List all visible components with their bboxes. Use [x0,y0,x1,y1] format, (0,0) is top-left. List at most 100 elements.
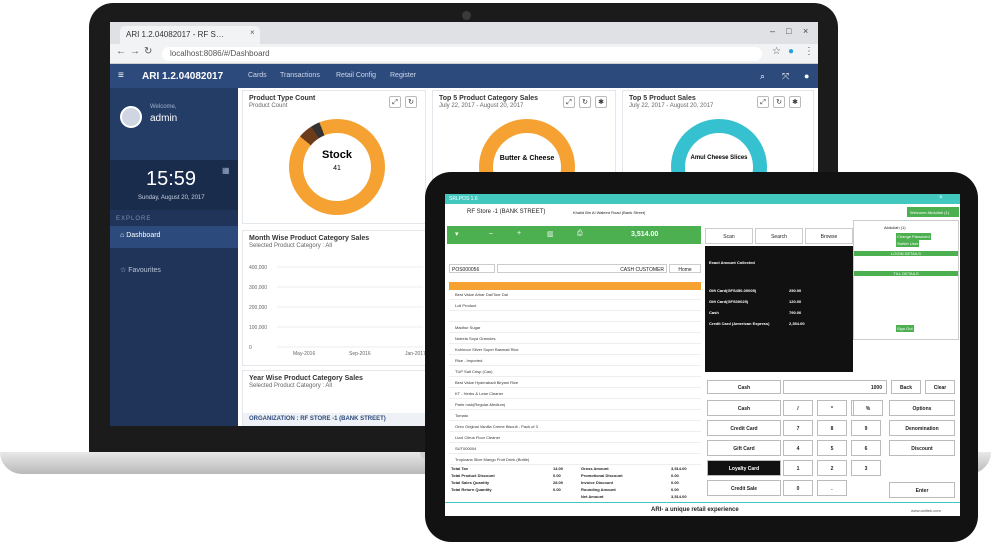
customer-field[interactable]: CASH CUSTOMER [497,264,667,273]
back-icon[interactable]: ← [116,46,126,57]
keypad-key[interactable]: 2 [817,460,847,476]
item-name: Loli Product [455,303,477,308]
keypad-key[interactable]: 7 [783,420,813,436]
table-row[interactable]: Oreo Original Vanilla Creme Biscuit - Pa… [449,422,701,432]
table-row[interactable]: Lizol Citrus Floor Cleaner [449,433,701,443]
table-row[interactable]: Best Value Arhar Dal/Toor Dal [449,290,701,300]
table-row[interactable]: SUT000004 [449,444,701,454]
refresh-icon[interactable]: ↻ [773,96,785,108]
calendar-icon[interactable]: ▦ [222,166,230,175]
keypad-key[interactable]: / [783,400,813,416]
delete-icon[interactable]: ▥ [547,231,554,238]
operation-button[interactable]: Options [889,400,955,416]
payment-method-button[interactable]: Credit Sale [707,480,781,496]
table-row[interactable]: KT - Herbs & Lean Cleaner [449,389,701,399]
browser-tab[interactable]: ARI 1.2.04082017 - RF S… [120,26,260,44]
gear-icon[interactable]: ✱ [595,96,607,108]
plus-icon[interactable]: + [517,230,522,237]
window-close-icon[interactable]: × [803,26,809,36]
table-row[interactable]: Tomato [449,411,701,421]
invoice-number[interactable]: POS000056 [449,264,495,273]
operation-button[interactable]: % [853,400,883,416]
sidebar-item-favourites[interactable]: ☆ Favourites [110,260,238,282]
keypad-key[interactable]: 6 [851,440,881,456]
extension-icon[interactable]: ● [788,46,795,57]
operation-button[interactable]: Discount [889,440,955,456]
table-row[interactable]: Tropicana Slice Mango Fruit Drink (Bottl… [449,455,701,465]
table-row[interactable]: TUP Salt Crisp (Can) [449,367,701,377]
nav-cards[interactable]: Cards [248,72,267,79]
enter-button[interactable]: Enter [889,482,955,498]
minus-icon[interactable]: – [489,230,493,237]
totals-label: Total Product Discount [451,473,495,478]
clear-button[interactable]: Clear [925,380,955,394]
change-password-button[interactable]: Change Password [896,233,931,240]
payment-method-button[interactable]: Cash [707,400,781,416]
payment-method-button[interactable]: Gift Card [707,440,781,456]
keypad-key[interactable]: 5 [817,440,847,456]
reload-icon[interactable]: ↻ [144,46,153,57]
browse-button[interactable]: Browse [805,228,853,244]
keypad-key[interactable]: 0 [783,480,813,496]
window-close-icon[interactable]: × [939,195,943,201]
expand-icon[interactable]: ⤢ [563,96,575,108]
home-button[interactable]: Home [669,264,701,273]
donut-label: Butter & Cheese [499,155,555,162]
selected-item-row[interactable] [449,282,701,290]
maximize-icon[interactable]: □ [786,26,792,36]
close-icon[interactable]: × [250,28,255,37]
amount-input[interactable]: 1000 [783,380,887,394]
payment-method-button[interactable]: Credit Card [707,420,781,436]
menu-icon[interactable]: ⋮ [804,46,814,57]
dropdown-icon[interactable]: ▾ [455,231,459,238]
nav-register[interactable]: Register [390,72,417,79]
nav-retail-config[interactable]: Retail Config [336,72,377,79]
welcome-badge[interactable]: Welcome Abdullah (1) [907,207,959,217]
operation-button[interactable]: Denomination [889,420,955,436]
keypad-key[interactable]: 8 [817,420,847,436]
expand-icon[interactable]: ⤧ [782,71,790,81]
gear-icon[interactable]: ✱ [789,96,801,108]
expand-icon[interactable]: ⤢ [389,96,401,108]
refresh-icon[interactable]: ↻ [405,96,417,108]
action-bar [447,226,701,244]
keypad-key[interactable]: * [817,400,847,416]
table-row[interactable]: Best Value Hyderabadi Biryani Rice [449,378,701,388]
star-icon[interactable]: ☆ [772,46,781,57]
forward-icon[interactable]: → [130,46,140,57]
table-row[interactable] [449,312,701,322]
keypad-key[interactable]: 4 [783,440,813,456]
keypad-key[interactable]: 9 [851,420,881,436]
payment-row: Gift Card(GFS450-00005) 250.00 [709,288,819,293]
back-button[interactable]: Back [891,380,921,394]
table-row[interactable]: Loli Product [449,301,701,311]
x-tick-label: May-2016 [293,351,315,357]
payment-method-button[interactable]: Loyalty Card [707,460,781,476]
switch-user-button[interactable]: Switch User [896,240,920,247]
hamburger-icon[interactable]: ≡ [118,70,124,81]
nav-transactions[interactable]: Transactions [280,72,320,79]
user-icon[interactable]: ● [804,71,810,81]
keypad-key[interactable]: . [817,480,847,496]
table-row[interactable]: Madhur Sugar [449,323,701,333]
sidebar-item-dashboard[interactable]: ⌂ Dashboard [110,226,238,248]
sign-out-button[interactable]: Sign Out [896,325,914,332]
expand-icon[interactable]: ⤢ [757,96,769,108]
table-row[interactable]: Parle rusk(Regular-Medium) [449,400,701,410]
scan-button[interactable]: Scan [705,228,753,244]
table-row[interactable]: Rice - Imported [449,356,701,366]
totals-value: 14.00 [553,466,564,471]
minimize-icon[interactable]: – [770,26,776,36]
print-icon[interactable]: ⎙ [577,230,583,237]
cash-label-button[interactable]: Cash [707,380,781,394]
refresh-icon[interactable]: ↻ [579,96,591,108]
search-icon[interactable]: ⌕ [760,71,766,81]
url-input[interactable]: localhost:8086/#/Dashboard [162,47,762,61]
table-row[interactable]: Nutrela Soya Granules [449,334,701,344]
keypad-key[interactable]: 3 [851,460,881,476]
store-address: Khalid Bin Al Waleed Road (Bank Street) [573,210,646,215]
keypad-key[interactable]: 1 [783,460,813,476]
table-row[interactable]: Kohinoor Silver Super Basmati Rice [449,345,701,355]
card-subtitle: Selected Product Category : All [249,383,333,389]
search-button[interactable]: Search [755,228,803,244]
